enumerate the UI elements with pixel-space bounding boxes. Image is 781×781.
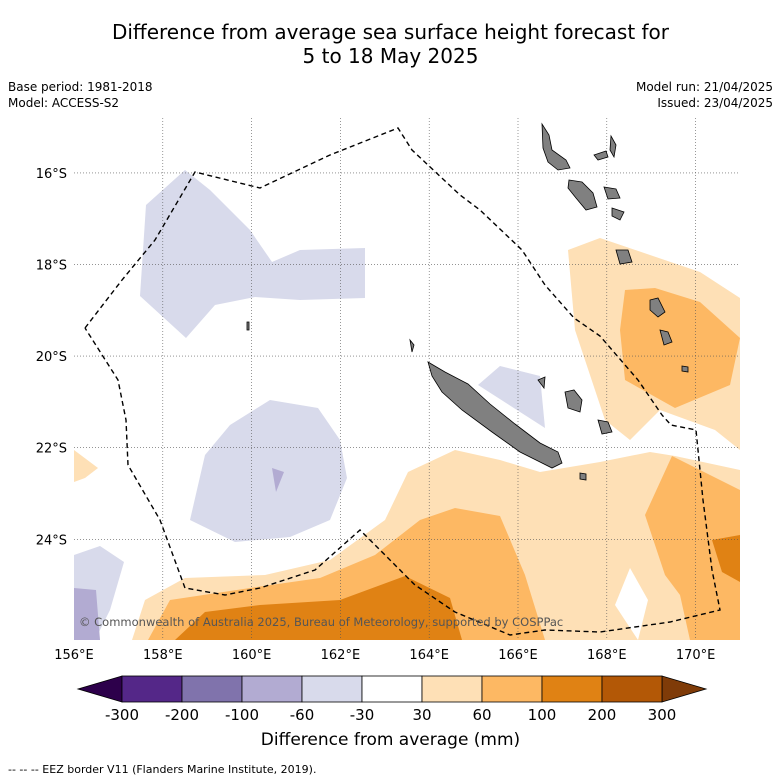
longitude-tick-label: 162°E — [321, 648, 361, 663]
longitude-tick-label: 168°E — [587, 648, 627, 663]
anomaly-region-purple — [272, 468, 284, 492]
anomaly-region-purple — [74, 588, 100, 640]
title-line-1: Difference from average sea surface heig… — [111, 20, 670, 44]
colorbar-tick-label: -100 — [225, 706, 259, 724]
land-island — [564, 389, 583, 413]
eez-border — [84, 127, 721, 636]
issued-text: Issued: 23/04/2025 — [657, 96, 773, 110]
longitude-labels: 156°E 158°E 160°E 162°E 164°E 166°E 168°E 170°E — [54, 648, 715, 663]
land-island — [603, 186, 621, 200]
colorbar-tick-label: -30 — [350, 706, 375, 724]
anomaly-region-dark-orange — [712, 535, 740, 582]
copyright-text: © Commonwealth of Australia 2025, Bureau… — [79, 615, 563, 629]
meta-right: Model run: 21/04/2025 Issued: 23/04/2025 — [636, 79, 773, 111]
longitude-tick-label: 156°E — [54, 648, 94, 663]
colorbar-segment — [241, 675, 303, 703]
colorbar-tick-label: 30 — [412, 706, 431, 724]
land-island — [649, 297, 666, 318]
land-island — [609, 134, 617, 159]
land-island — [246, 321, 250, 331]
colorbar-under-arrow — [76, 675, 123, 703]
colorbar-tick-label: 60 — [472, 706, 491, 724]
land-island — [409, 338, 415, 353]
colorbar-segment — [421, 675, 483, 703]
colorbar-tick-label: 200 — [588, 706, 617, 724]
colorbar-tick-label: -200 — [165, 706, 199, 724]
map-area: © Commonwealth of Australia 2025, Bureau… — [74, 118, 740, 640]
land-island — [541, 122, 571, 171]
colorbar-segment — [541, 675, 603, 703]
graticule — [74, 118, 740, 640]
anomaly-region-light-purple — [190, 400, 347, 542]
land-masses — [246, 122, 689, 481]
colorbar-tick-label: -300 — [105, 706, 139, 724]
latitude-tick-label: 22°S — [36, 442, 67, 457]
longitude-tick-label: 170°E — [676, 648, 716, 663]
latitude-labels: 16°S 18°S 20°S 22°S 24°S — [36, 167, 67, 548]
longitude-tick-label: 164°E — [409, 648, 449, 663]
colorbar-segment — [301, 675, 363, 703]
land-island — [615, 249, 633, 265]
land-island — [681, 365, 689, 373]
latitude-tick-label: 18°S — [36, 259, 67, 274]
model-run-text: Model run: 21/04/2025 — [635, 80, 773, 94]
anomaly-region-neutral — [615, 568, 648, 640]
model-text: Model: ACCESS-S2 — [8, 96, 120, 110]
chart-title: Difference from average sea surface heig… — [0, 20, 781, 68]
base-period-text: Base period: 1981-2018 — [8, 80, 153, 94]
anomaly-region-light-purple — [140, 170, 365, 338]
anomaly-region-light-purple — [478, 366, 545, 428]
anomaly-region-orange — [620, 288, 740, 408]
anomaly-region-light-orange — [74, 450, 98, 482]
colorbar-segment — [121, 675, 183, 703]
colorbar-tick-label: 300 — [648, 706, 677, 724]
colorbar-segment — [481, 675, 543, 703]
latitude-tick-label: 16°S — [36, 167, 67, 182]
colorbar-title: Difference from average (mm) — [260, 730, 521, 750]
longitude-tick-label: 166°E — [498, 648, 538, 663]
colorbar-segment — [601, 675, 663, 703]
colorbar-segment — [361, 675, 423, 703]
eez-legend-text: -- -- -- EEZ border V11 (Flanders Marine… — [8, 763, 317, 776]
land-new-caledonia — [427, 361, 563, 469]
latitude-tick-label: 24°S — [36, 533, 67, 548]
colorbar: -300 -200 -100 -60 -30 30 60 100 200 300 — [76, 675, 708, 724]
land-island — [659, 329, 673, 346]
land-island — [567, 179, 598, 211]
meta-left: Base period: 1981-2018 Model: ACCESS-S2 — [8, 79, 153, 111]
colorbar-over-arrow — [661, 675, 708, 703]
colorbar-tick-label: 100 — [528, 706, 557, 724]
longitude-tick-label: 158°E — [143, 648, 183, 663]
anomaly-region-dark-orange — [175, 576, 462, 640]
land-island — [579, 472, 587, 481]
land-island — [537, 376, 546, 390]
colorbar-segment — [181, 675, 243, 703]
land-island — [611, 207, 625, 221]
latitude-tick-label: 20°S — [36, 350, 67, 365]
longitude-tick-label: 160°E — [232, 648, 272, 663]
title-line-2: 5 to 18 May 2025 — [302, 44, 479, 68]
colorbar-tick-label: -60 — [290, 706, 315, 724]
land-island — [593, 150, 609, 161]
land-island — [597, 419, 613, 435]
